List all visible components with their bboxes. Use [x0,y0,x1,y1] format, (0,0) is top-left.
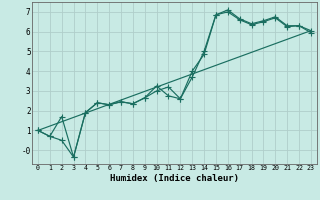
X-axis label: Humidex (Indice chaleur): Humidex (Indice chaleur) [110,174,239,183]
